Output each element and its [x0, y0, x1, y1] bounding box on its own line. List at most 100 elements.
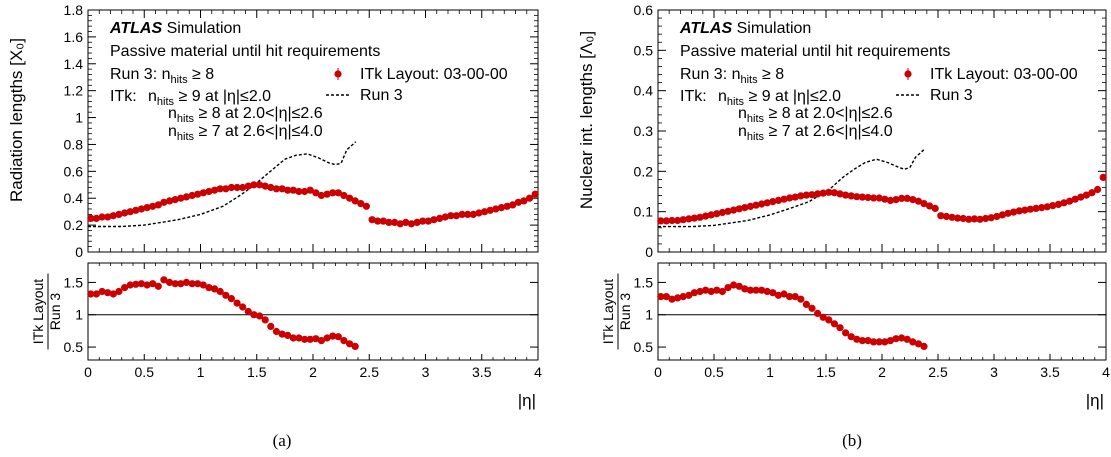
ratio-data-point	[718, 287, 727, 296]
annotation-itk-row-subscript: hits	[157, 96, 175, 108]
ratio-y-tick-label: 1.5	[634, 274, 654, 290]
itk-data-point	[188, 191, 196, 200]
y-tick-label: 1.4	[64, 56, 84, 72]
itk-data-point	[452, 212, 460, 220]
annotation-itk-row-subscript: hits	[747, 131, 765, 143]
itk-data-point	[1021, 206, 1029, 214]
ratio-data-point	[909, 338, 917, 346]
legend-itk-label: ITk Layout: 03-00-00	[930, 66, 1078, 83]
annotation-run3-requirement-cut: ≥ 8	[188, 66, 215, 83]
itk-data-point	[662, 217, 671, 225]
itk-data-point	[436, 214, 444, 222]
x-tick-label: 3	[422, 364, 430, 380]
ratio-data-point	[746, 286, 755, 294]
annotation-itk-row: nhits ≥ 7 at 2.6<|η|≤4.0	[738, 123, 893, 143]
itk-data-point	[942, 212, 951, 221]
ratio-data-point	[166, 278, 174, 286]
itk-data-point	[289, 186, 297, 194]
itk-data-point	[278, 185, 286, 193]
ratio-data-point	[199, 281, 207, 289]
itk-data-point	[758, 200, 766, 208]
itk-data-point	[441, 213, 449, 221]
x-tick-label: 0.5	[135, 364, 155, 380]
panel-b: 00.10.20.30.40.50.60 0.5 1 1.5 2 2.5 3 3.5 40.51…	[577, 2, 1110, 450]
itk-data-point	[256, 181, 264, 189]
y-tick-label: 0.8	[64, 136, 84, 152]
itk-data-point	[937, 212, 945, 220]
ratio-data-point	[903, 335, 911, 343]
itk-data-point	[685, 215, 693, 223]
itk-data-point	[741, 204, 749, 212]
itk-data-point	[914, 197, 923, 205]
itk-data-point	[853, 193, 861, 201]
ratio-data-point	[301, 335, 309, 343]
itk-data-point	[239, 183, 247, 192]
itk-data-point	[707, 211, 715, 219]
ratio-data-point	[920, 342, 928, 350]
ratio-y-tick-label: 1	[645, 307, 653, 323]
x-tick-label: 0.5	[704, 364, 724, 380]
annotation-itk-row-main: n	[168, 105, 177, 122]
ratio-data-point	[825, 316, 833, 324]
annotation-itk-row-cut: ≥ 8 at 2.0<|η|≤2.6	[194, 105, 323, 122]
itk-data-point	[993, 212, 1001, 221]
annotation-itk-row-main: n	[738, 105, 747, 122]
itk-data-point	[396, 220, 404, 228]
ratio-data-point	[870, 338, 878, 346]
atlas-label: ATLAS Simulation	[679, 20, 811, 37]
itk-data-point	[447, 212, 455, 220]
ratio-data-point	[126, 281, 134, 289]
y-tick-label: 1.2	[64, 83, 84, 99]
ratio-data-point	[98, 287, 106, 296]
itk-data-point	[864, 193, 872, 202]
itk-data-point	[769, 198, 777, 206]
itk-data-point	[690, 214, 699, 222]
itk-data-point	[1010, 208, 1018, 216]
itk-data-point	[808, 191, 816, 199]
annotation-itk-row: nhits ≥ 7 at 2.6<|η|≤4.0	[168, 123, 323, 143]
annotation-run3-requirement: Run 3: nhits ≥ 8	[680, 66, 784, 86]
ratio-data-point	[814, 309, 822, 317]
itk-data-point	[998, 211, 1007, 219]
itk-data-point	[954, 214, 962, 222]
annotation-itk-row-main: n	[168, 123, 177, 140]
itk-data-point	[920, 200, 928, 208]
itk-data-point	[177, 194, 185, 202]
ratio-data-point	[211, 285, 219, 293]
itk-data-point	[227, 183, 235, 192]
itk-data-point	[881, 195, 889, 203]
ratio-data-point	[842, 329, 850, 337]
ratio-data-point	[668, 295, 676, 303]
y-tick-label: 0.4	[634, 83, 654, 99]
ratio-data-point	[881, 338, 889, 346]
ratio-data-point	[104, 289, 112, 297]
itk-data-point	[746, 202, 755, 210]
ratio-plot-frame	[657, 262, 1107, 361]
x-tick-label: 1.5	[816, 364, 836, 380]
ratio-y-title-numerator: ITk Layout	[30, 279, 46, 344]
itk-data-point	[346, 194, 354, 202]
ratio-data-point	[295, 334, 303, 342]
ratio-data-point	[267, 322, 275, 330]
itk-data-point	[1015, 207, 1023, 215]
itk-data-point	[233, 183, 241, 192]
ratio-data-point	[741, 285, 749, 293]
ratio-data-point	[797, 295, 805, 303]
ratio-data-point	[724, 284, 732, 292]
annotation-itk-row: nhits ≥ 8 at 2.0<|η|≤2.6	[168, 105, 323, 125]
annotation-passive-material: Passive material until hit requirements	[680, 43, 950, 60]
annotation-run3-requirement: Run 3: nhits ≥ 8	[110, 66, 214, 86]
itk-data-point	[1066, 197, 1074, 205]
annotation-itk-prefix: ITk:	[680, 88, 707, 105]
ratio-data-point	[205, 284, 213, 292]
annotation-run3-requirement-main: Run 3: n	[680, 66, 740, 83]
y-tick-label: 0.2	[64, 217, 84, 233]
itk-data-point	[430, 216, 438, 224]
itk-data-point	[486, 206, 494, 214]
y-tick-label: 0.5	[634, 42, 654, 58]
itk-data-point	[87, 214, 95, 222]
ratio-data-point	[730, 281, 738, 289]
itk-data-point	[1082, 191, 1090, 199]
ratio-data-point	[92, 290, 100, 298]
ratio-data-point	[233, 299, 241, 307]
